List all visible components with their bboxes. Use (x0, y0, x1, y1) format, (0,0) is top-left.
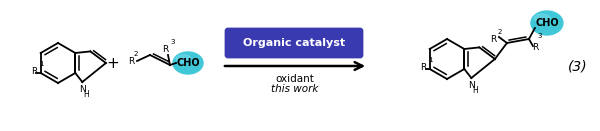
Ellipse shape (173, 52, 203, 74)
Text: 3: 3 (538, 34, 542, 40)
Text: oxidant: oxidant (275, 74, 314, 84)
FancyBboxPatch shape (226, 29, 362, 57)
Text: this work: this work (271, 84, 319, 94)
Text: R: R (421, 62, 427, 72)
Text: H: H (472, 86, 478, 95)
Text: +: + (107, 56, 119, 70)
Ellipse shape (176, 55, 191, 62)
Text: 1: 1 (428, 57, 433, 63)
Text: H: H (83, 90, 89, 99)
Text: CHO: CHO (535, 18, 559, 28)
Text: R: R (128, 56, 134, 66)
Text: N: N (79, 85, 86, 94)
Text: 2: 2 (498, 29, 502, 36)
Text: 2: 2 (133, 51, 138, 58)
Text: 1: 1 (40, 61, 44, 67)
Text: R: R (31, 67, 38, 75)
Text: Organic catalyst: Organic catalyst (243, 38, 345, 48)
Text: 3: 3 (170, 40, 175, 45)
Text: N: N (468, 81, 475, 90)
Text: CHO: CHO (176, 58, 200, 68)
Ellipse shape (531, 11, 563, 35)
Text: R: R (162, 45, 168, 53)
Text: R: R (532, 43, 538, 52)
Ellipse shape (534, 14, 550, 22)
Text: R: R (490, 34, 496, 43)
Text: (3): (3) (568, 59, 588, 73)
